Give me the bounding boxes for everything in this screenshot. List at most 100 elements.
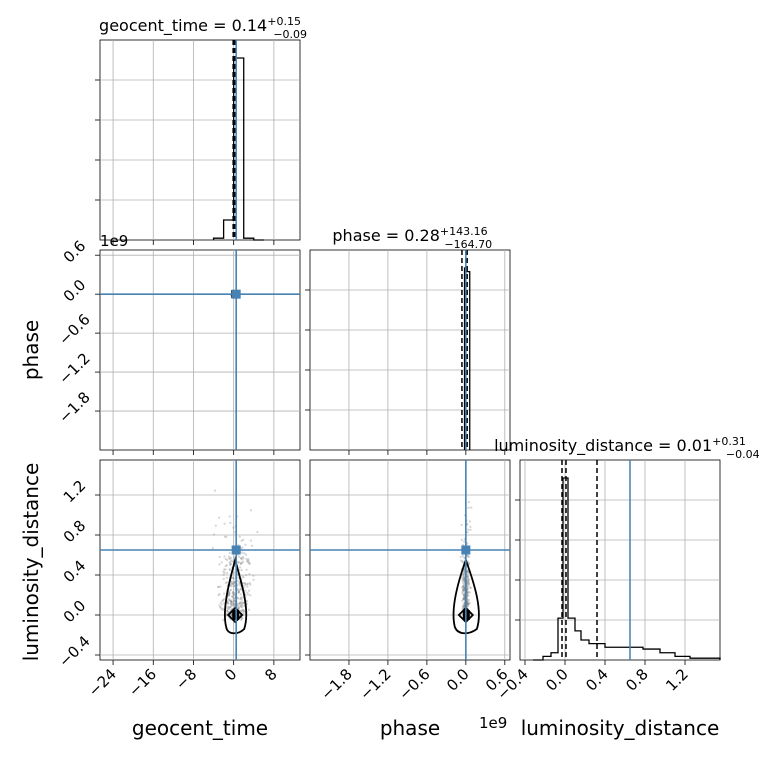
scatter-luminosity-distance-vs-geocent-time-point-402 [248,562,251,565]
scatter-luminosity-distance-vs-phase-point-96 [466,570,469,574]
scatter-luminosity-distance-vs-phase-point-316 [466,581,469,584]
scatter-luminosity-distance-vs-geocent-time-point-268 [228,592,231,595]
scatter-luminosity-distance-vs-geocent-time-point-31 [239,609,243,612]
scatter-luminosity-distance-vs-phase-point-364 [461,577,464,580]
title-minus-luminosity-distance: −0.04 [726,448,760,461]
scatter-luminosity-distance-vs-phase-point-2 [470,506,473,509]
scatter-phase-vs-geocent-time-frame [99,249,301,451]
scatter-luminosity-distance-vs-geocent-time-point-292 [246,591,249,594]
scatter-luminosity-distance-vs-geocent-time-point-206 [241,609,244,612]
scatter-luminosity-distance-vs-geocent-time-point-347 [220,603,223,606]
scatter-luminosity-distance-vs-phase-point-157 [466,591,469,594]
scatter-luminosity-distance-vs-phase-point-297 [467,585,470,588]
scatter-luminosity-distance-vs-geocent-time-truth-marker [231,545,241,555]
scatter-luminosity-distance-vs-phase-point-206 [460,538,463,541]
scatter-luminosity-distance-vs-geocent-time-point-114 [230,603,233,606]
scatter-luminosity-distance-vs-phase-point-62 [462,587,465,590]
scatter-luminosity-distance-vs-geocent-time-point-369 [230,600,234,603]
scatter-luminosity-distance-vs-geocent-time-point-181 [228,592,231,595]
scatter-luminosity-distance-vs-geocent-time-point-95 [233,577,236,580]
scatter-luminosity-distance-vs-geocent-time-point-255 [240,539,243,542]
scatter-luminosity-distance-vs-phase-xtick-label-2: −0.6 [395,665,433,703]
scatter-luminosity-distance-vs-geocent-time-point-414 [231,592,235,595]
title-text-phase: phase = 0.28 [332,226,439,245]
scatter-luminosity-distance-vs-geocent-time-point-153 [246,583,249,586]
scatter-luminosity-distance-vs-geocent-time-point-386 [239,618,243,622]
title-phase: phase = 0.28+143.16 [332,225,487,245]
offset-label-phase: 1e9 [479,714,507,732]
scatter-luminosity-distance-vs-phase-point-337 [462,598,466,601]
scatter-luminosity-distance-vs-geocent-time-point-130 [232,593,235,596]
scatter-luminosity-distance-vs-geocent-time-point-214 [241,575,244,578]
scatter-luminosity-distance-vs-phase-point-370 [462,598,466,601]
scatter-luminosity-distance-vs-phase-point-70 [462,575,465,579]
scatter-luminosity-distance-vs-geocent-time-point-232 [225,581,229,584]
scatter-luminosity-distance-vs-geocent-time-point-224 [241,551,244,555]
scatter-luminosity-distance-vs-geocent-time-point-132 [223,571,226,574]
scatter-luminosity-distance-vs-geocent-time-point-183 [240,561,243,565]
scatter-luminosity-distance-vs-geocent-time-point-340 [231,595,234,598]
scatter-luminosity-distance-vs-geocent-time-point-396 [236,597,239,600]
scatter-luminosity-distance-vs-phase-point-203 [466,602,469,606]
scatter-luminosity-distance-vs-phase-point-263 [462,602,465,605]
scatter-luminosity-distance-vs-geocent-time-point-8 [233,581,236,584]
scatter-luminosity-distance-vs-geocent-time-point-29 [242,576,245,579]
scatter-luminosity-distance-vs-geocent-time-point-45 [229,606,232,609]
scatter-luminosity-distance-vs-geocent-time-xtick-label-4: 8 [261,665,280,684]
scatter-luminosity-distance-vs-geocent-time-xtick-label-3: 0 [221,665,240,684]
scatter-luminosity-distance-vs-geocent-time-point-37 [248,562,251,565]
scatter-luminosity-distance-vs-geocent-time-point-212 [230,581,233,584]
scatter-luminosity-distance-vs-geocent-time-point-278 [239,605,243,608]
scatter-luminosity-distance-vs-geocent-time-point-404 [252,578,255,581]
scatter-luminosity-distance-vs-geocent-time-point-382 [244,589,247,592]
scatter-luminosity-distance-vs-phase-point-278 [466,574,469,578]
scatter-luminosity-distance-vs-geocent-time-point-229 [227,555,230,558]
scatter-luminosity-distance-vs-phase-point-321 [461,554,464,557]
scatter-luminosity-distance-vs-phase-point-106 [467,500,470,504]
scatter-luminosity-distance-vs-phase-point-132 [462,593,465,597]
scatter-luminosity-distance-vs-geocent-time-point-352 [237,607,240,610]
scatter-luminosity-distance-vs-phase-point-405 [466,590,469,593]
scatter-luminosity-distance-vs-geocent-time-point-151 [239,601,242,605]
scatter-luminosity-distance-vs-geocent-time-point-269 [232,526,235,529]
scatter-luminosity-distance-vs-phase-point-17 [467,571,470,574]
scatter-luminosity-distance-vs-phase-point-222 [467,594,470,597]
scatter-luminosity-distance-vs-geocent-time-point-20 [229,598,232,602]
scatter-luminosity-distance-vs-phase-point-239 [462,573,465,576]
scatter-luminosity-distance-vs-phase-point-383 [463,556,466,559]
scatter-luminosity-distance-vs-geocent-time-point-407 [237,590,241,593]
scatter-luminosity-distance-vs-phase-frame [309,459,511,661]
scatter-luminosity-distance-vs-geocent-time-point-356 [246,559,249,562]
scatter-luminosity-distance-vs-phase-point-43 [462,578,465,581]
scatter-luminosity-distance-vs-phase-point-326 [462,584,465,588]
scatter-luminosity-distance-vs-geocent-time-point-250 [228,561,231,564]
title-plus-geocent-time: +0.15 [267,15,301,28]
scatter-luminosity-distance-vs-phase-point-64 [466,575,469,578]
scatter-luminosity-distance-vs-geocent-time-point-14 [227,599,230,602]
scatter-luminosity-distance-vs-geocent-time-point-320 [236,579,239,583]
scatter-luminosity-distance-vs-geocent-time-point-5 [244,553,248,556]
scatter-luminosity-distance-vs-phase-point-169 [461,560,464,563]
scatter-luminosity-distance-vs-geocent-time-point-177 [238,590,241,594]
hist-phase-frame [309,249,511,451]
scatter-luminosity-distance-vs-phase-point-115 [466,604,469,607]
scatter-luminosity-distance-vs-geocent-time-point-258 [229,589,232,592]
scatter-luminosity-distance-vs-geocent-time-point-3 [228,569,232,572]
scatter-luminosity-distance-vs-geocent-time-point-110 [231,582,234,585]
scatter-luminosity-distance-vs-geocent-time-point-148 [217,516,221,519]
scatter-luminosity-distance-vs-geocent-time-point-378 [247,558,250,561]
scatter-luminosity-distance-vs-geocent-time-point-75 [229,557,232,560]
scatter-luminosity-distance-vs-phase-point-185 [467,602,470,605]
scatter-luminosity-distance-vs-geocent-time-point-191 [233,580,236,583]
hist-luminosity-distance-xtick-label-3: 0.8 [622,665,652,695]
scatter-luminosity-distance-vs-geocent-time-point-22 [242,538,245,541]
scatter-luminosity-distance-vs-phase-point-33 [467,600,470,603]
title-geocent-time: geocent_time = 0.14+0.15 [99,15,301,36]
hist-luminosity-distance-step [533,477,721,661]
scatter-luminosity-distance-vs-phase-point-378 [469,525,472,528]
scatter-luminosity-distance-vs-geocent-time-point-21 [229,601,233,604]
scatter-luminosity-distance-vs-geocent-time-point-251 [242,609,246,612]
scatter-luminosity-distance-vs-phase-point-372 [462,597,465,600]
scatter-luminosity-distance-vs-geocent-time-point-417 [227,606,230,609]
scatter-luminosity-distance-vs-phase-point-219 [466,531,469,534]
